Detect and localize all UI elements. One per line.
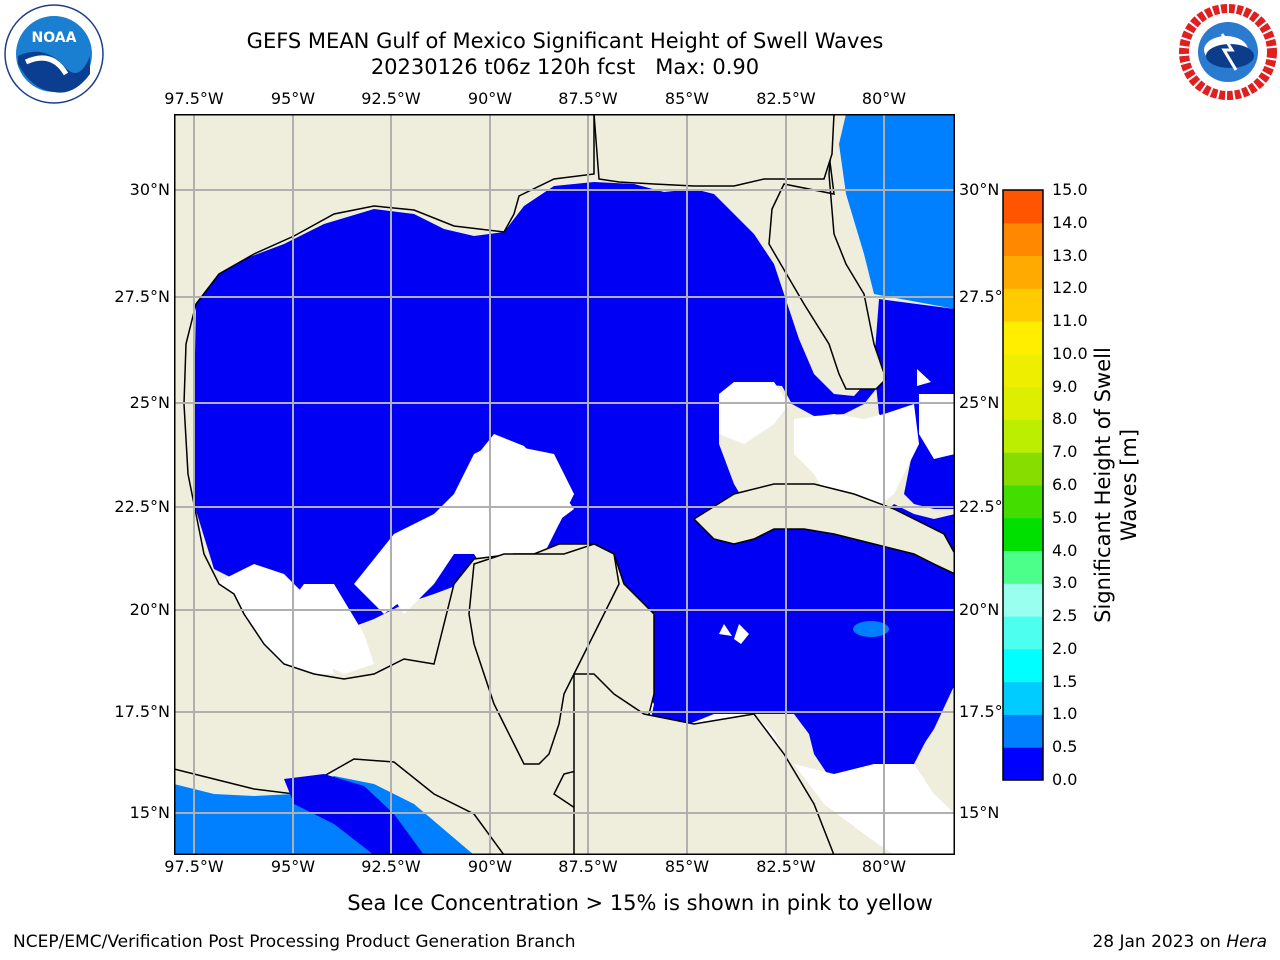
- footer-date-text: 28 Jan 2023 on: [1092, 932, 1227, 952]
- lat-label-right: 20°N: [959, 600, 1000, 619]
- gridlines: [174, 114, 955, 855]
- colorbar-tick-label: 12.0: [1052, 278, 1088, 298]
- footer-credit: NCEP/EMC/Verification Post Processing Pr…: [13, 932, 576, 952]
- colorbar-segment: [1003, 714, 1043, 748]
- colorbar-segment: [1003, 321, 1043, 355]
- lat-label-left: 22.5°N: [114, 497, 170, 516]
- noaa-logo-icon: NOAA: [4, 4, 104, 104]
- colorbar-tick-label: 0.5: [1052, 737, 1078, 757]
- pacific-water-deep: [284, 774, 424, 855]
- lat-label-left: 15°N: [129, 803, 170, 822]
- colorbar-tick-label: 14.0: [1052, 212, 1088, 232]
- lon-label-top: 82.5°W: [756, 89, 816, 108]
- colorbar-tick-label: 11.0: [1052, 311, 1088, 331]
- chart-title: GEFS MEAN Gulf of Mexico Significant Hei…: [246, 29, 884, 53]
- colorbar-segment: [1003, 288, 1043, 322]
- lon-label-top: 80°W: [861, 89, 907, 108]
- lon-label-top: 97.5°W: [164, 89, 224, 108]
- colorbar-segment: [1003, 222, 1043, 257]
- lat-label-left: 25°N: [129, 393, 170, 412]
- noaa-logo-text: NOAA: [32, 30, 77, 46]
- colorbar-frame: [1002, 189, 1044, 781]
- lon-label-top: 87.5°W: [558, 89, 618, 108]
- colorbar-segment: [1003, 616, 1043, 650]
- lat-label-left: 27.5°N: [114, 287, 170, 306]
- colorbar-segment: [1003, 353, 1043, 388]
- colorbar-label: Significant Height of Swell Waves [m]: [1091, 347, 1141, 623]
- lat-label-left: 30°N: [129, 180, 170, 199]
- colorbar-segment: [1003, 452, 1043, 486]
- colorbar-tick-label: 0.0: [1052, 770, 1078, 789]
- colorbar-segment: [1003, 681, 1043, 715]
- colorbar-segment: [1003, 583, 1043, 617]
- lon-label-bottom: 82.5°W: [756, 857, 816, 876]
- lon-label-bottom: 95°W: [270, 857, 316, 876]
- colorbar-segment: [1003, 648, 1043, 683]
- colorbar-segment: [1003, 255, 1043, 289]
- nws-logo-icon: [1179, 4, 1277, 100]
- map-frame: [174, 114, 955, 855]
- colorbar-tick-label: 7.0: [1052, 442, 1078, 462]
- lat-label-right: 25°N: [959, 393, 1000, 412]
- colorbar-tick-label: 8.0: [1052, 409, 1078, 429]
- lon-label-bottom: 90°W: [467, 857, 513, 876]
- gulf-of-mexico-map: [174, 114, 955, 855]
- colorbar-tick-label: 1.0: [1052, 704, 1078, 724]
- colorbar: [1002, 189, 1044, 781]
- colorbar-tick-label: 2.0: [1052, 638, 1078, 658]
- lon-label-top: 92.5°W: [361, 89, 421, 108]
- lon-label-top: 95°W: [270, 89, 316, 108]
- colorbar-segment: [1003, 190, 1043, 224]
- colorbar-segment: [1003, 485, 1043, 519]
- colorbar-segment: [1003, 386, 1043, 420]
- lat-label-left: 17.5°N: [114, 702, 170, 721]
- colorbar-tick-label: 6.0: [1052, 475, 1078, 494]
- colorbar-tick-label: 10.0: [1052, 343, 1088, 363]
- lat-label-right: 27.5°N: [959, 287, 1015, 306]
- colorbar-tick-label: 13.0: [1052, 245, 1088, 265]
- lon-label-top: 90°W: [467, 89, 513, 108]
- lat-label-right: 15°N: [959, 803, 1000, 822]
- lat-label-right: 17.5°N: [959, 702, 1015, 721]
- footer-date: 28 Jan 2023 on Hera: [1092, 932, 1267, 952]
- sea-ice-note: Sea Ice Concentration > 15% is shown in …: [347, 891, 933, 915]
- swell-patch: [853, 621, 889, 637]
- lon-label-bottom: 97.5°W: [164, 857, 224, 876]
- colorbar-segment: [1003, 550, 1043, 584]
- colorbar-tick-label: 2.5: [1052, 606, 1078, 626]
- colorbar-segment: [1003, 517, 1043, 552]
- footer-host: Hera: [1226, 932, 1267, 952]
- lon-label-bottom: 87.5°W: [558, 857, 618, 876]
- lat-label-right: 22.5°N: [959, 497, 1015, 516]
- colorbar-tick-label: 5.0: [1052, 507, 1078, 527]
- colorbar-segment: [1003, 747, 1043, 781]
- atlantic-ocean-region: [839, 114, 955, 309]
- colorbar-tick-label: 3.0: [1052, 573, 1078, 593]
- lat-label-left: 20°N: [129, 600, 170, 619]
- colorbar-tick-label: 1.5: [1052, 671, 1078, 691]
- lon-label-bottom: 80°W: [861, 857, 907, 876]
- chart-subtitle: 20230126 t06z 120h fcst Max: 0.90: [370, 55, 760, 79]
- lon-label-top: 85°W: [664, 89, 710, 108]
- colorbar-tick-label: 15.0: [1052, 180, 1088, 199]
- lon-label-bottom: 85°W: [664, 857, 710, 876]
- lat-label-right: 30°N: [959, 180, 1000, 199]
- colorbar-tick-label: 9.0: [1052, 376, 1078, 396]
- lon-label-bottom: 92.5°W: [361, 857, 421, 876]
- colorbar-tick-label: 4.0: [1052, 540, 1078, 560]
- colorbar-segment: [1003, 419, 1043, 453]
